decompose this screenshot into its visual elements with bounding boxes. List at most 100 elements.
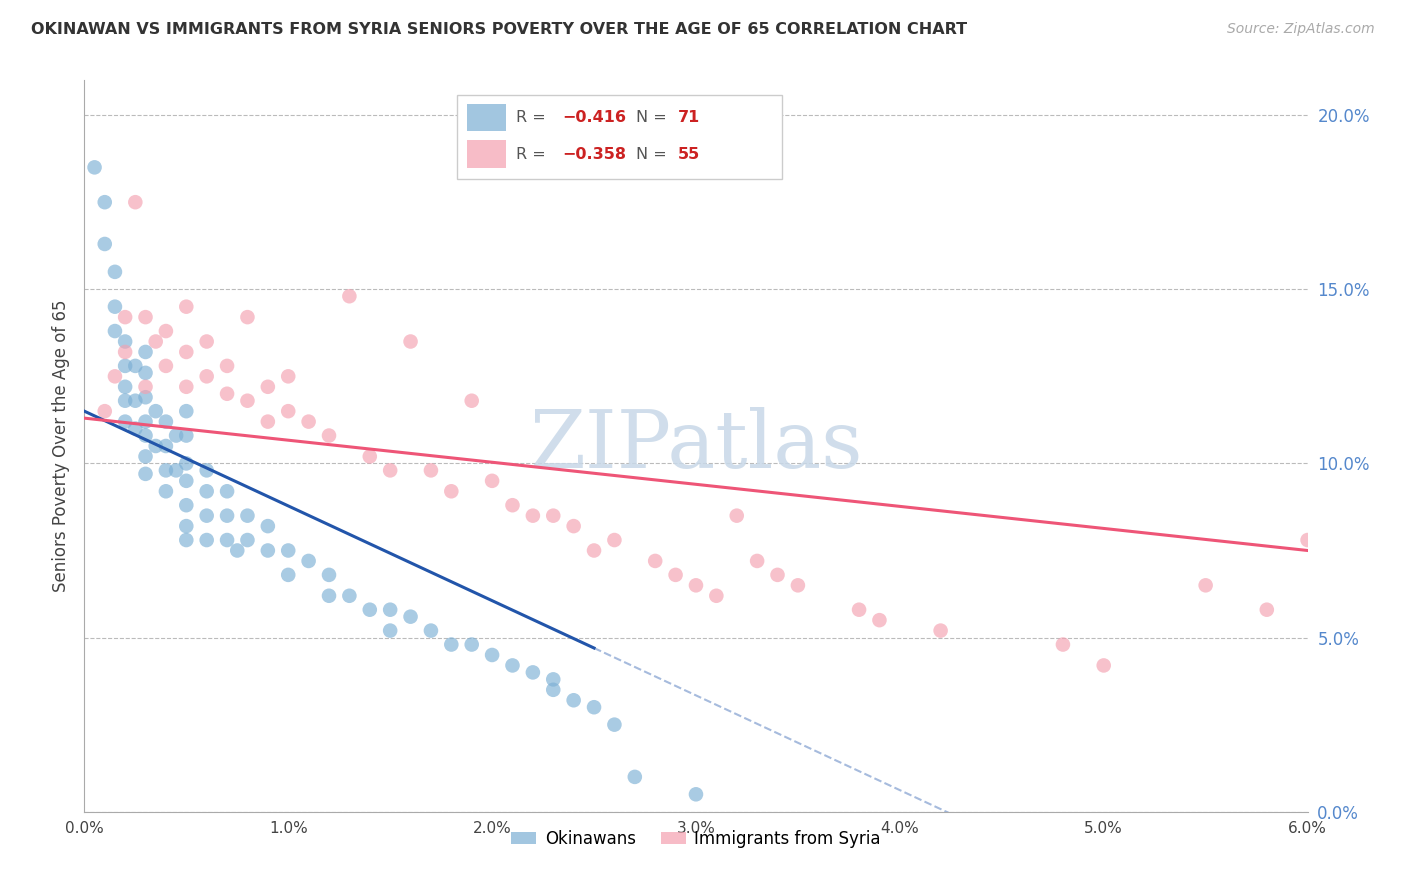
Point bbox=[176, 428, 198, 442]
Point bbox=[104, 300, 127, 314]
Point bbox=[114, 415, 136, 429]
Point bbox=[543, 682, 565, 697]
Point bbox=[135, 415, 157, 429]
Point bbox=[359, 603, 381, 617]
Point bbox=[195, 334, 218, 349]
Point bbox=[93, 195, 117, 210]
Point bbox=[725, 508, 748, 523]
Point bbox=[624, 770, 647, 784]
Legend: Okinawans, Immigrants from Syria: Okinawans, Immigrants from Syria bbox=[505, 823, 887, 855]
Point bbox=[155, 415, 177, 429]
Point bbox=[176, 380, 198, 394]
Point bbox=[644, 554, 666, 568]
Text: 55: 55 bbox=[678, 146, 700, 161]
Bar bbox=[467, 140, 506, 168]
Point bbox=[135, 345, 157, 359]
Point bbox=[114, 393, 136, 408]
Point bbox=[339, 589, 361, 603]
Point bbox=[195, 508, 218, 523]
Point bbox=[135, 366, 157, 380]
Point bbox=[176, 404, 198, 418]
Point bbox=[195, 533, 218, 547]
Point bbox=[380, 624, 402, 638]
Text: R =: R = bbox=[516, 146, 551, 161]
Point bbox=[277, 404, 299, 418]
Point bbox=[93, 404, 117, 418]
Point bbox=[124, 359, 146, 373]
Point bbox=[318, 428, 340, 442]
Point bbox=[135, 450, 157, 464]
Point bbox=[929, 624, 952, 638]
Point bbox=[155, 439, 177, 453]
Point bbox=[155, 324, 177, 338]
Point bbox=[114, 380, 136, 394]
Point bbox=[440, 484, 463, 499]
Point bbox=[124, 421, 146, 435]
Point bbox=[217, 386, 239, 401]
Point bbox=[461, 393, 484, 408]
Text: R =: R = bbox=[516, 110, 551, 125]
Text: −0.358: −0.358 bbox=[562, 146, 627, 161]
Point bbox=[176, 519, 198, 533]
Text: −0.416: −0.416 bbox=[562, 110, 627, 125]
Point bbox=[124, 393, 146, 408]
Point bbox=[706, 589, 728, 603]
Point bbox=[380, 463, 402, 477]
Point bbox=[399, 609, 422, 624]
Point bbox=[165, 428, 187, 442]
Point bbox=[217, 359, 239, 373]
Point bbox=[217, 484, 239, 499]
Text: Source: ZipAtlas.com: Source: ZipAtlas.com bbox=[1227, 22, 1375, 37]
Point bbox=[298, 554, 321, 568]
Point bbox=[176, 533, 198, 547]
Point bbox=[399, 334, 422, 349]
Point bbox=[766, 567, 789, 582]
Point bbox=[155, 463, 177, 477]
Point bbox=[114, 359, 136, 373]
Point bbox=[277, 543, 299, 558]
Point bbox=[583, 543, 606, 558]
Text: N =: N = bbox=[636, 146, 672, 161]
Point bbox=[257, 519, 280, 533]
Point bbox=[135, 467, 157, 481]
Point bbox=[543, 508, 565, 523]
Point bbox=[145, 334, 167, 349]
Point bbox=[195, 484, 218, 499]
Point bbox=[603, 717, 626, 731]
Point bbox=[93, 237, 117, 252]
Point bbox=[522, 508, 544, 523]
Point bbox=[1092, 658, 1115, 673]
Point bbox=[145, 404, 167, 418]
Point bbox=[195, 369, 218, 384]
Point bbox=[176, 300, 198, 314]
Point bbox=[104, 324, 127, 338]
Point bbox=[155, 484, 177, 499]
Point bbox=[135, 380, 157, 394]
Point bbox=[339, 289, 361, 303]
Point bbox=[176, 498, 198, 512]
Point bbox=[603, 533, 626, 547]
Text: 71: 71 bbox=[678, 110, 700, 125]
Point bbox=[1296, 533, 1319, 547]
Point bbox=[318, 589, 340, 603]
Point bbox=[522, 665, 544, 680]
Point bbox=[236, 393, 259, 408]
Point bbox=[1052, 638, 1074, 652]
Point bbox=[461, 638, 484, 652]
Point bbox=[176, 345, 198, 359]
Point bbox=[145, 439, 167, 453]
Point bbox=[195, 463, 218, 477]
Point bbox=[135, 428, 157, 442]
Point bbox=[236, 533, 259, 547]
Point bbox=[124, 195, 146, 210]
FancyBboxPatch shape bbox=[457, 95, 782, 179]
Point bbox=[685, 787, 707, 801]
Point bbox=[114, 310, 136, 325]
Point bbox=[747, 554, 769, 568]
Point bbox=[114, 334, 136, 349]
Point bbox=[135, 390, 157, 404]
Point bbox=[165, 463, 187, 477]
Point bbox=[787, 578, 810, 592]
Point bbox=[502, 498, 524, 512]
Point bbox=[236, 508, 259, 523]
